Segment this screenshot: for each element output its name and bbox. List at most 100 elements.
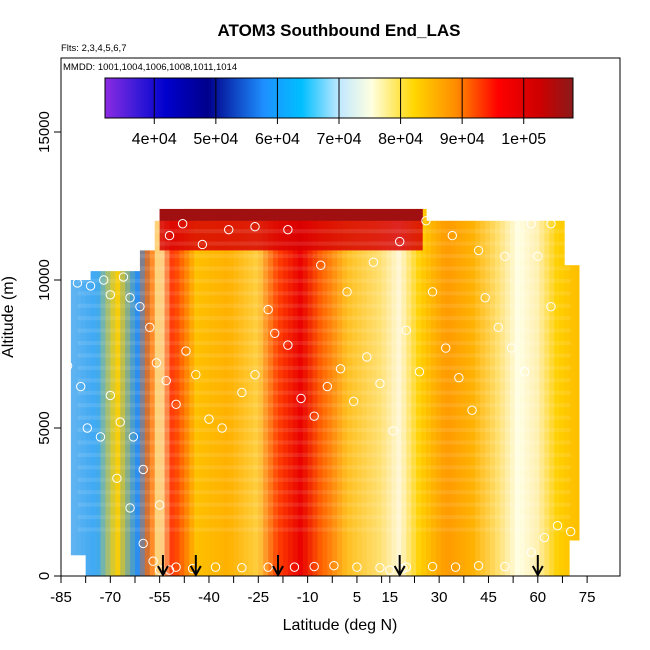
heat-cell	[248, 208, 254, 576]
sample-marker	[204, 414, 214, 424]
sample-marker	[138, 538, 148, 549]
sample-marker	[546, 219, 556, 229]
heat-cell	[179, 220, 185, 576]
sample-marker	[427, 287, 438, 297]
heat-cell	[110, 271, 116, 576]
sample-marker	[112, 473, 122, 484]
sample-marker	[362, 352, 372, 362]
heat-cell	[332, 208, 338, 576]
sample-marker	[526, 547, 536, 558]
heat-cell	[258, 208, 264, 576]
sample-marker	[335, 364, 346, 374]
dates-label: MMDD: 1001,1004,1006,1008,1011,1014	[63, 62, 237, 73]
heat-cell	[199, 208, 205, 576]
sample-marker	[539, 532, 550, 543]
sample-marker	[171, 399, 181, 410]
sample-marker	[250, 222, 260, 232]
heat-cell	[549, 220, 555, 576]
sample-marker	[217, 423, 227, 433]
sample-marker	[138, 464, 148, 475]
heat-cell	[130, 271, 136, 576]
flight-arrows	[157, 555, 544, 578]
sample-marker	[181, 346, 191, 356]
sample-marker	[533, 251, 543, 262]
heat-cell	[144, 250, 151, 576]
sample-marker	[164, 230, 175, 241]
x-axis-label: Latitude (deg N)	[283, 617, 398, 634]
sample-marker	[394, 236, 405, 247]
heat-cell	[238, 208, 245, 576]
heat-cell	[376, 208, 383, 576]
heat-stripe	[77, 378, 571, 383]
sample-marker	[85, 281, 96, 291]
heat-cell	[307, 208, 314, 576]
heat-cell	[95, 271, 102, 576]
heat-stripe	[77, 328, 571, 333]
arrow-head	[531, 565, 544, 578]
sample-marker	[62, 361, 73, 371]
heat-cell	[105, 271, 111, 576]
sample-marker	[105, 390, 116, 401]
sample-marker	[135, 230, 145, 241]
heat-cell	[524, 220, 531, 576]
sample-marker	[427, 561, 438, 572]
x-tick-label: -10	[297, 589, 319, 606]
heat-cell	[149, 250, 156, 576]
y-tick-label: 0	[36, 572, 53, 580]
sample-marker	[342, 287, 352, 297]
chart-title: ATOM3 Southbound End_LAS	[217, 21, 460, 40]
sample-marker	[309, 411, 319, 421]
sample-marker	[375, 563, 385, 573]
heat-cell	[356, 208, 363, 576]
heat-cell	[455, 220, 462, 576]
sample-marker	[270, 328, 280, 338]
heat-cell	[381, 208, 388, 576]
sample-marker	[473, 560, 484, 571]
heat-cell	[539, 220, 545, 576]
heat-cell	[564, 265, 570, 576]
sample-marker	[171, 562, 181, 572]
heat-stripe	[77, 340, 571, 346]
y-axis-label: Altitude (m)	[0, 276, 17, 358]
heat-cell	[322, 208, 328, 576]
sample-marker	[565, 526, 576, 537]
colorbar-tick-label: 7e+04	[317, 131, 362, 148]
heat-cell	[169, 220, 176, 576]
sample-marker	[368, 257, 379, 267]
heat-cell	[554, 220, 560, 576]
heat-stripe	[77, 291, 571, 296]
x-tick-label: 45	[480, 589, 497, 606]
sample-marker	[322, 381, 333, 392]
sample-marker	[500, 561, 510, 572]
sample-marker	[118, 272, 129, 282]
heat-cell	[499, 220, 506, 576]
heat-cell	[70, 280, 77, 556]
sample-marker	[161, 375, 171, 386]
sample-marker	[421, 216, 431, 226]
heat-cell	[509, 220, 516, 576]
colorbar: 4e+04 5e+04 6e+04 7e+04 8e+04 9e+04 1e+05	[104, 77, 574, 148]
heat-cell	[352, 208, 358, 576]
heat-cell	[233, 208, 240, 576]
x-tick-label: 75	[579, 589, 596, 606]
heat-cell	[495, 220, 501, 576]
heat-cell	[292, 208, 299, 576]
sample-marker	[388, 426, 398, 436]
heat-cell	[278, 208, 284, 576]
sample-marker	[500, 251, 510, 262]
heat-cell	[440, 220, 447, 576]
y-tick-label: 10000	[36, 259, 53, 301]
heat-cell	[253, 208, 259, 576]
heat-cell	[361, 208, 368, 576]
flights-label: Flts: 2,3,4,5,6,7	[61, 43, 126, 54]
heat-cell	[80, 280, 87, 556]
heat-cell	[174, 220, 180, 576]
sample-marker	[151, 358, 162, 368]
sample-marker	[519, 367, 530, 377]
sample-marker	[125, 293, 135, 303]
colorbar-tick-label: 9e+04	[440, 131, 485, 148]
heat-cell	[519, 220, 526, 576]
heat-cell	[337, 208, 343, 576]
heat-stripe	[77, 477, 571, 482]
